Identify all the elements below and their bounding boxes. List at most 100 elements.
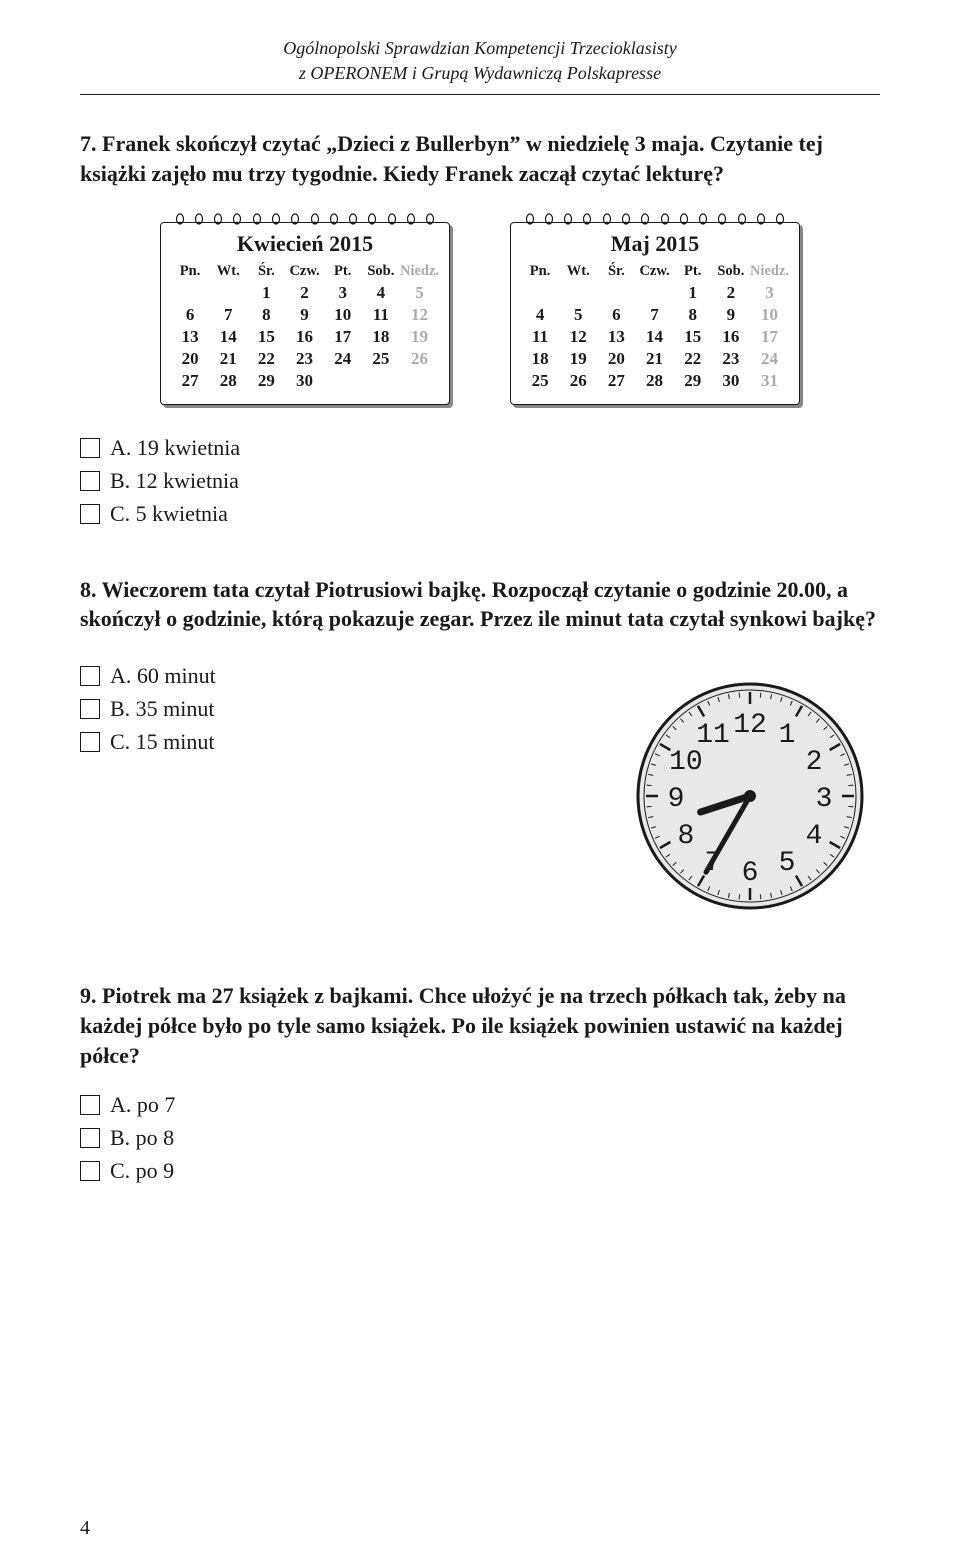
cal-cell: 17 <box>750 326 789 348</box>
cal-cell: 7 <box>635 304 673 326</box>
cal-cell: 1 <box>674 282 712 304</box>
cal-cell: 6 <box>597 304 635 326</box>
cal-cell: 7 <box>209 304 247 326</box>
page-header: Ogólnopolski Sprawdzian Kompetencji Trze… <box>80 36 880 95</box>
cal-cell: 26 <box>400 348 439 370</box>
header-line2: z OPERONEM i Grupą Wydawniczą Polskapres… <box>80 61 880 86</box>
cal-head: Pn. <box>171 261 209 282</box>
svg-text:5: 5 <box>779 848 796 879</box>
calendar-april: Kwiecień 2015 Pn.Wt.Śr.Czw.Pt.Sob.Niedz.… <box>160 211 450 405</box>
cal-cell: 4 <box>362 282 400 304</box>
q8-checkbox-a[interactable] <box>80 666 100 686</box>
q9-checkbox-a[interactable] <box>80 1095 100 1115</box>
cal-april-title: Kwiecień 2015 <box>171 231 439 257</box>
q9-checkbox-b[interactable] <box>80 1128 100 1148</box>
cal-cell: 12 <box>400 304 439 326</box>
spiral-ring <box>544 211 554 225</box>
cal-head: Wt. <box>209 261 247 282</box>
svg-text:8: 8 <box>678 821 695 852</box>
cal-cell: 5 <box>400 282 439 304</box>
spiral-ring <box>290 211 300 225</box>
cal-cell: 25 <box>521 370 559 392</box>
cal-head: Wt. <box>559 261 597 282</box>
q8-answer-a: A. 60 minut <box>110 663 216 689</box>
cal-cell: 30 <box>285 370 323 392</box>
cal-cell: 9 <box>712 304 750 326</box>
cal-cell <box>635 282 673 304</box>
cal-cell: 2 <box>285 282 323 304</box>
spiral-ring <box>232 211 242 225</box>
q7-answer-c: C. 5 kwietnia <box>110 501 228 527</box>
spiral-ring <box>698 211 708 225</box>
cal-cell: 25 <box>362 348 400 370</box>
q8-checkbox-c[interactable] <box>80 732 100 752</box>
cal-cell: 16 <box>712 326 750 348</box>
q8-text: 8. Wieczorem tata czytał Piotrusiowi baj… <box>80 575 880 634</box>
spiral-ring <box>213 211 223 225</box>
header-line1: Ogólnopolski Sprawdzian Kompetencji Trze… <box>80 36 880 61</box>
q9-answer-c: C. po 9 <box>110 1158 174 1184</box>
q8-answer-c: C. 15 minut <box>110 729 215 755</box>
cal-cell <box>521 282 559 304</box>
cal-cell: 14 <box>209 326 247 348</box>
svg-text:9: 9 <box>668 784 685 815</box>
cal-cell: 18 <box>521 348 559 370</box>
q8-answers: A. 60 minut B. 35 minut C. 15 minut <box>80 663 590 755</box>
spiral-ring <box>621 211 631 225</box>
spiral-ring <box>252 211 262 225</box>
spiral-ring <box>717 211 727 225</box>
q9-checkbox-c[interactable] <box>80 1161 100 1181</box>
cal-cell: 10 <box>324 304 362 326</box>
cal-cell: 6 <box>171 304 209 326</box>
cal-cell: 1 <box>247 282 285 304</box>
cal-cell <box>362 370 400 392</box>
spiral-ring <box>756 211 766 225</box>
svg-text:3: 3 <box>816 784 833 815</box>
svg-text:4: 4 <box>806 821 823 852</box>
cal-cell: 8 <box>247 304 285 326</box>
cal-cell <box>400 370 439 392</box>
cal-cell: 9 <box>285 304 323 326</box>
spiral-ring <box>640 211 650 225</box>
q7-checkbox-b[interactable] <box>80 471 100 491</box>
cal-cell: 19 <box>400 326 439 348</box>
cal-cell <box>209 282 247 304</box>
svg-text:10: 10 <box>669 747 703 778</box>
svg-text:2: 2 <box>806 747 823 778</box>
calendars: Kwiecień 2015 Pn.Wt.Śr.Czw.Pt.Sob.Niedz.… <box>80 211 880 405</box>
cal-head: Pt. <box>324 261 362 282</box>
clock: 121234567891011 <box>630 656 880 921</box>
cal-cell: 21 <box>635 348 673 370</box>
cal-cell: 10 <box>750 304 789 326</box>
cal-cell: 21 <box>209 348 247 370</box>
q8-checkbox-b[interactable] <box>80 699 100 719</box>
cal-head: Niedz. <box>400 261 439 282</box>
q7-answers: A. 19 kwietnia B. 12 kwietnia C. 5 kwiet… <box>80 435 880 527</box>
cal-cell: 3 <box>324 282 362 304</box>
cal-cell: 20 <box>597 348 635 370</box>
calendar-may: Maj 2015 Pn.Wt.Śr.Czw.Pt.Sob.Niedz.12345… <box>510 211 800 405</box>
cal-cell: 18 <box>362 326 400 348</box>
spiral-ring <box>310 211 320 225</box>
cal-head: Śr. <box>597 261 635 282</box>
cal-cell: 3 <box>750 282 789 304</box>
spiral-ring <box>175 211 185 225</box>
spiral-ring <box>660 211 670 225</box>
q7-checkbox-c[interactable] <box>80 504 100 524</box>
spiral-ring <box>525 211 535 225</box>
spiral-ring <box>563 211 573 225</box>
cal-cell: 13 <box>597 326 635 348</box>
cal-may-title: Maj 2015 <box>521 231 789 257</box>
cal-cell: 19 <box>559 348 597 370</box>
cal-cell: 27 <box>597 370 635 392</box>
q7-checkbox-a[interactable] <box>80 438 100 458</box>
q7-text: 7. Franek skończył czytać „Dzieci z Bull… <box>80 129 880 188</box>
cal-head: Pt. <box>674 261 712 282</box>
cal-cell <box>171 282 209 304</box>
cal-head: Pn. <box>521 261 559 282</box>
cal-cell: 16 <box>285 326 323 348</box>
cal-cell <box>324 370 362 392</box>
spiral-ring <box>406 211 416 225</box>
cal-cell: 11 <box>521 326 559 348</box>
svg-text:6: 6 <box>742 858 759 889</box>
